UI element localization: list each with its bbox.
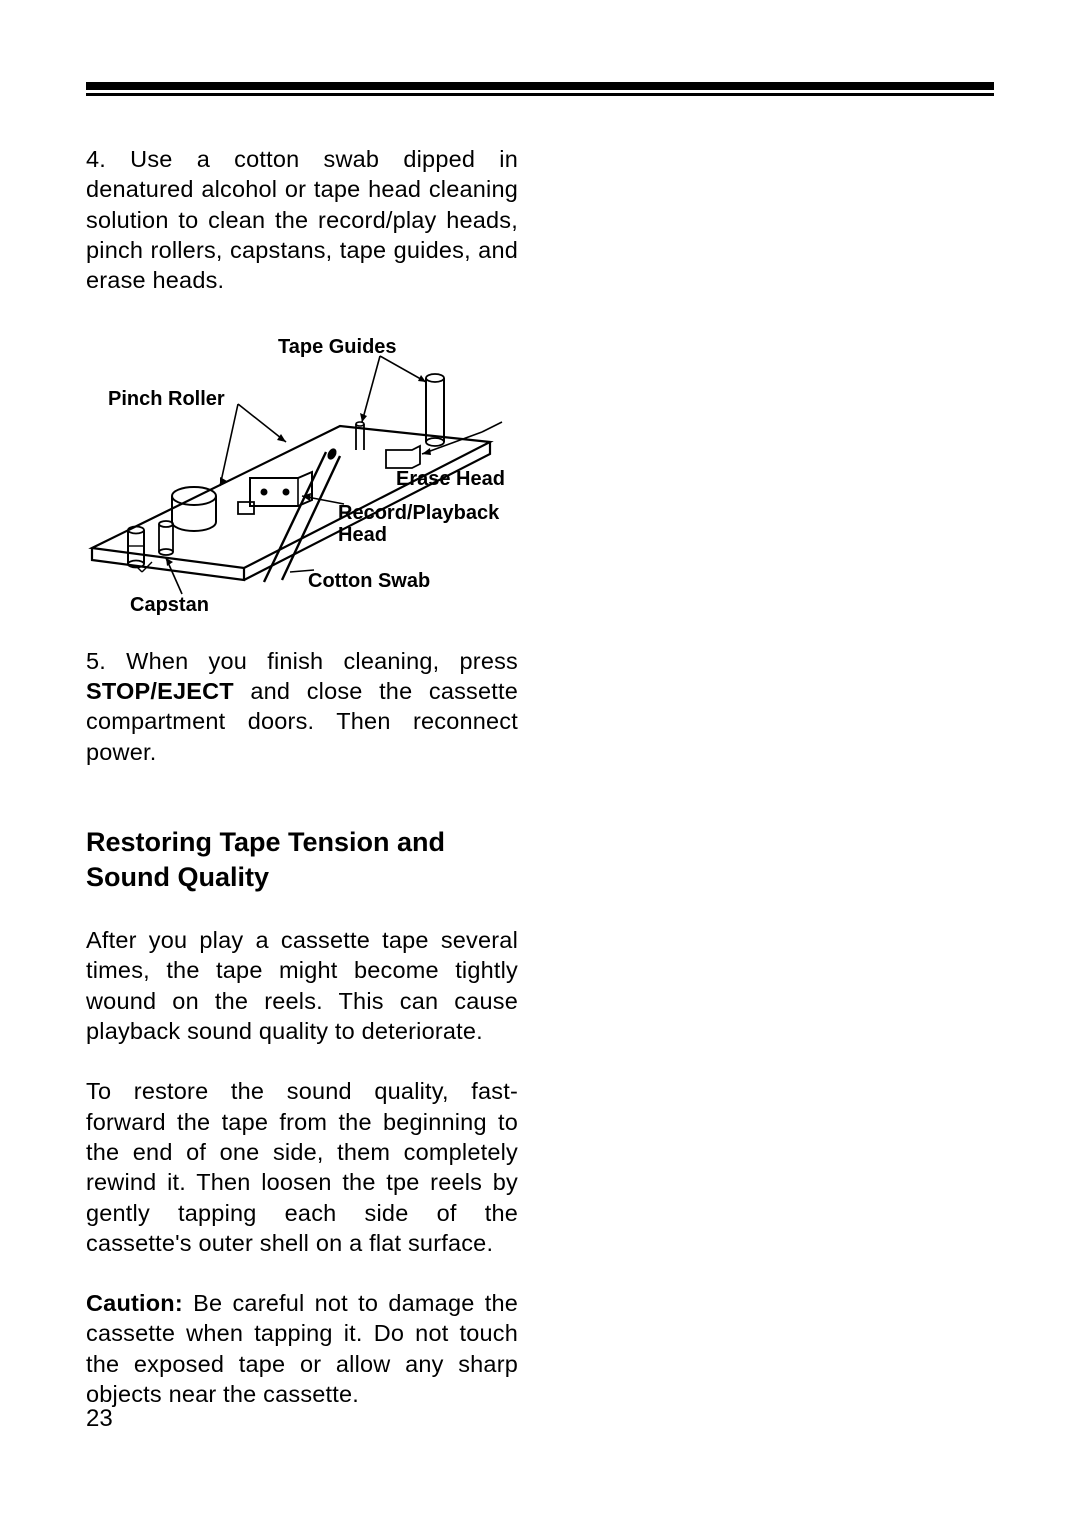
diagram-label-capstan: Capstan xyxy=(130,594,209,617)
caution-label: Caution: xyxy=(86,1290,183,1316)
section-caution: Caution: Be careful not to damage the ca… xyxy=(86,1288,518,1409)
step5-bold: STOP/EJECT xyxy=(86,678,234,704)
text-column: 4. Use a cotton swab dipped in denatured… xyxy=(86,144,518,1409)
page-content: 4. Use a cotton swab dipped in denatured… xyxy=(86,82,994,1409)
page-number: 23 xyxy=(86,1405,113,1433)
section-p1: After you play a cassette tape several t… xyxy=(86,925,518,1046)
tape-mechanism-diagram: Tape Guides Pinch Roller Erase Head Reco… xyxy=(86,322,518,618)
step5-pre: 5. When you finish cleaning, press xyxy=(86,648,518,674)
section-p2: To restore the sound quality, fast-forwa… xyxy=(86,1076,518,1258)
header-rule xyxy=(86,82,994,96)
diagram-label-erase-head: Erase Head xyxy=(396,468,505,491)
diagram-label-tape-guides: Tape Guides xyxy=(278,336,397,359)
step-4-text: 4. Use a cotton swab dipped in denatured… xyxy=(86,144,518,296)
section-heading: Restoring Tape Tension and Sound Quality xyxy=(86,825,518,895)
diagram-label-record-head-2: Head xyxy=(338,524,387,547)
step-5-text: 5. When you finish cleaning, press STOP/… xyxy=(86,646,518,767)
diagram-label-pinch-roller: Pinch Roller xyxy=(108,388,225,411)
diagram-label-record-head-1: Record/Playback xyxy=(338,502,499,525)
diagram-label-cotton-swab: Cotton Swab xyxy=(308,570,430,593)
